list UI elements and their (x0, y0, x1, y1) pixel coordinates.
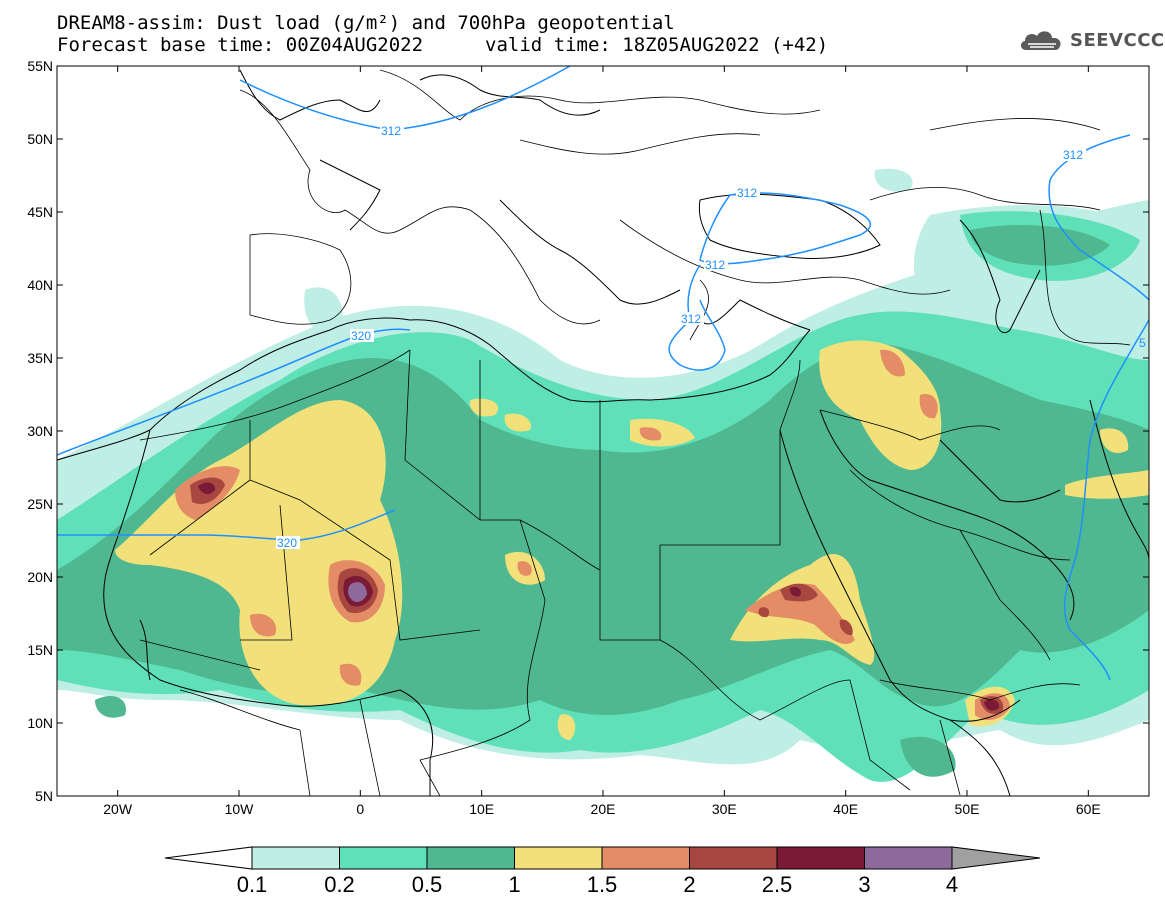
lat-label: 15N (27, 642, 53, 658)
lon-label: 20W (103, 801, 133, 817)
colorbar-arrow-high (951, 846, 1041, 870)
contour-312-aegean (668, 264, 726, 371)
lon-label: 10W (225, 801, 255, 817)
lat-label: 20N (27, 569, 53, 585)
seevccc-logo: SEEVCCC (1018, 26, 1165, 54)
lon-label: 30E (712, 801, 737, 817)
lon-label: 20E (591, 801, 616, 817)
colorbar-segment (426, 846, 515, 870)
valid-time: valid time: 18Z05AUG2022 (+42) (485, 34, 829, 56)
dust-layer-4 (347, 582, 367, 602)
contour-312-black-sea (699, 192, 872, 265)
colorbar-label: 2 (683, 872, 695, 897)
lat-label: 25N (27, 496, 53, 512)
contour-label: 5 (1139, 336, 1146, 350)
contour-320-south (57, 509, 396, 541)
colorbar-label: 0.5 (412, 872, 443, 897)
lon-label: 40E (833, 801, 858, 817)
lon-label: 60E (1076, 801, 1101, 817)
contour-east-south (1063, 319, 1149, 681)
colorbar-segment (601, 846, 690, 870)
colorbar-label: 0.1 (237, 872, 268, 897)
lat-label: 10N (27, 715, 53, 731)
colorbar-segment (251, 846, 340, 870)
contour-labels: 312 312 312 312 312 320 320 5 (276, 124, 1146, 550)
lon-label: 10E (469, 801, 494, 817)
lat-label: 50N (27, 131, 53, 147)
lat-label: 45N (27, 204, 53, 220)
latitude-axis: 55N 50N 45N 40N 35N 30N 25N 20N 15N 10N 5N (27, 58, 1149, 804)
colorbar-segment (514, 846, 603, 870)
colorbar-label: 1 (508, 872, 520, 897)
forecast-base-time: Forecast base time: 00Z04AUG2022 (57, 34, 424, 56)
lon-label: 50E (955, 801, 980, 817)
lat-label: 40N (27, 277, 53, 293)
cloud-icon (1020, 31, 1061, 50)
map-title: DREAM8-assim: Dust load (g/m²) and 700hP… (57, 12, 675, 34)
contour-label: 312 (681, 312, 701, 326)
lat-label: 55N (27, 58, 53, 74)
dust-layer-3 (198, 482, 1000, 711)
contour-label: 312 (1063, 148, 1083, 162)
contour-label: 312 (705, 258, 725, 272)
country-borders (139, 69, 1131, 796)
colorbar: 0.1 0.2 0.5 1 1.5 2 2.5 3 4 (164, 846, 1041, 897)
colorbar-label: 4 (946, 872, 958, 897)
lat-label: 5N (35, 788, 53, 804)
coastlines (57, 69, 1149, 796)
contour-label: 320 (277, 536, 297, 550)
lat-label: 35N (27, 350, 53, 366)
map-area: 312 312 312 312 312 320 320 5 (57, 66, 1149, 796)
colorbar-label: 0.2 (324, 872, 355, 897)
contour-320-north (57, 328, 411, 456)
lat-label: 30N (27, 423, 53, 439)
lon-label: 0 (356, 801, 364, 817)
colorbar-segment (864, 846, 953, 870)
colorbar-label: 3 (858, 872, 870, 897)
colorbar-segment (689, 846, 778, 870)
contour-label: 312 (737, 186, 757, 200)
colorbar-label: 1.5 (587, 872, 618, 897)
logo-text: SEEVCCC (1070, 29, 1165, 51)
colorbar-segment (339, 846, 428, 870)
colorbar-arrow-low (164, 846, 253, 870)
colorbar-segment (776, 846, 865, 870)
longitude-axis: 20W 10W 0 10E 20E 30E 40E 50E 60E (103, 66, 1101, 817)
colorbar-label: 2.5 (762, 872, 793, 897)
contour-label: 312 (381, 124, 401, 138)
contour-label: 320 (351, 329, 371, 343)
